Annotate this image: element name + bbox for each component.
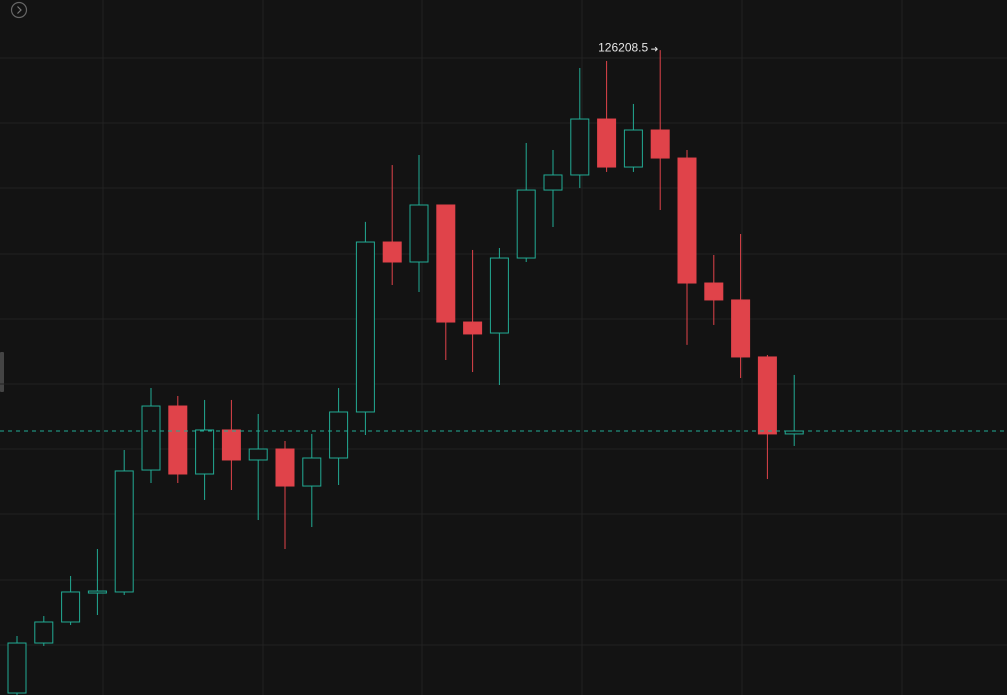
candle-body: [463, 321, 483, 335]
candle-body: [114, 470, 134, 593]
candle-body: [329, 411, 349, 459]
side-handle[interactable]: [0, 352, 4, 392]
candle-body: [275, 448, 295, 487]
candle-body: [623, 129, 643, 168]
candle-body: [409, 204, 429, 263]
high-arrow: [651, 46, 658, 52]
candle-body: [302, 457, 322, 487]
candle-body: [570, 118, 590, 176]
nav-circle[interactable]: [10, 1, 28, 19]
candle-body: [704, 282, 724, 301]
nav-chevron[interactable]: [17, 6, 22, 14]
plot: 126208.5: [0, 40, 1007, 695]
candle-body: [677, 157, 697, 284]
candle-body: [248, 448, 268, 461]
candle-body: [382, 241, 402, 263]
candle-body: [757, 356, 777, 435]
candle-body: [221, 429, 241, 461]
candle-body: [543, 174, 563, 191]
candle-body: [731, 299, 751, 358]
high-label: 126208.5: [598, 40, 648, 54]
candle-body: [87, 590, 107, 594]
candle-body: [195, 429, 215, 475]
candle-body: [436, 204, 456, 323]
candle-body: [168, 405, 188, 475]
candle-body: [597, 118, 617, 168]
candle-body: [61, 591, 81, 623]
candle-body: [516, 189, 536, 259]
candle-body: [141, 405, 161, 471]
candle-body: [34, 621, 54, 644]
candle-body: [355, 241, 375, 413]
candle-body: [650, 129, 670, 159]
candle-body: [7, 642, 27, 694]
candle-body: [489, 257, 509, 334]
nav-button[interactable]: [10, 1, 28, 19]
